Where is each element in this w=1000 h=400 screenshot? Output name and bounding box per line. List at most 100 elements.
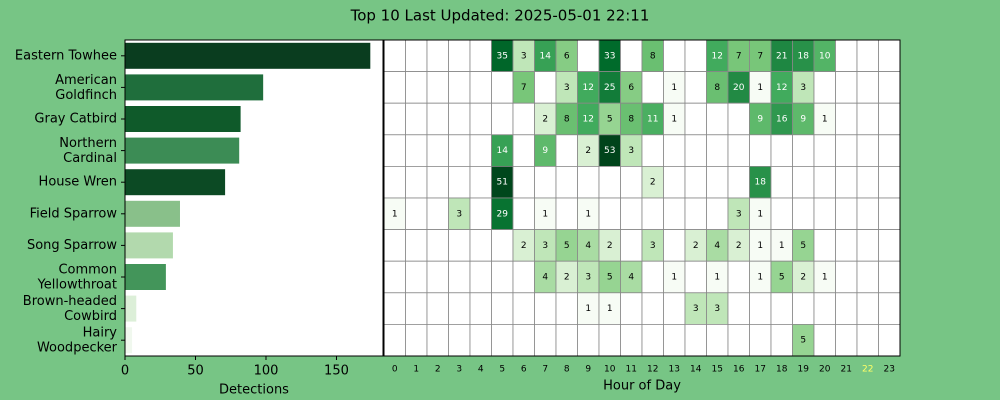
empty-cell (491, 102, 514, 136)
empty-cell (512, 134, 535, 167)
empty-cell (684, 71, 707, 104)
x-tick-label: 15 (712, 365, 723, 375)
cell-label: 11 (647, 115, 658, 125)
x-tick-label: 5 (499, 365, 505, 375)
empty-cell (469, 134, 492, 167)
empty-cell (555, 197, 578, 231)
empty-cell (426, 102, 449, 136)
x-tick-label: 13 (669, 365, 680, 375)
cell-label: 33 (604, 51, 615, 61)
x-tick-label: 17 (755, 365, 766, 375)
empty-cell (684, 134, 707, 167)
empty-cell (856, 292, 879, 325)
empty-cell (641, 260, 664, 294)
cell-label: 2 (542, 115, 548, 125)
empty-cell (727, 165, 750, 199)
cell-label: 3 (650, 241, 656, 251)
bar (125, 327, 133, 354)
cell-label: 5 (800, 241, 806, 251)
bar (125, 200, 180, 227)
x-axis-label: Detections (219, 383, 289, 398)
empty-cell (534, 71, 557, 104)
cell-label: 4 (714, 241, 720, 251)
x-tick-label: 14 (690, 365, 702, 375)
cell-label: 7 (757, 51, 763, 61)
cell-label: 12 (583, 83, 594, 93)
cell-label: 18 (755, 178, 767, 188)
empty-cell (835, 71, 858, 104)
cell-label: 10 (819, 51, 831, 61)
empty-cell (878, 229, 901, 262)
empty-cell (878, 260, 901, 294)
empty-cell (856, 134, 879, 167)
empty-cell (770, 323, 793, 357)
empty-cell (641, 134, 664, 167)
empty-cell (813, 323, 836, 357)
empty-cell (383, 134, 406, 167)
empty-cell (856, 197, 879, 231)
empty-cell (749, 323, 772, 357)
bar (125, 169, 226, 196)
cell-label: 7 (521, 83, 527, 93)
cell-label: 8 (564, 115, 570, 125)
bar (125, 295, 137, 322)
empty-cell (663, 197, 686, 231)
y-tick-label: American Goldfinch (55, 72, 117, 102)
empty-cell (405, 71, 428, 104)
empty-cell (469, 102, 492, 136)
empty-cell (383, 323, 406, 357)
empty-cell (878, 165, 901, 199)
empty-cell (663, 165, 686, 199)
empty-cell (878, 197, 901, 231)
y-tick-label: Song Sparrow (27, 238, 117, 253)
cell-label: 1 (757, 273, 763, 283)
cell-label: 8 (628, 115, 634, 125)
empty-cell (555, 165, 578, 199)
empty-cell (577, 39, 600, 73)
empty-cell (405, 260, 428, 294)
empty-cell (835, 102, 858, 136)
cell-label: 2 (521, 241, 527, 251)
empty-cell (663, 292, 686, 325)
cell-label: 12 (583, 115, 594, 125)
empty-cell (448, 39, 471, 73)
empty-cell (878, 102, 901, 136)
empty-cell (684, 39, 707, 73)
cell-label: 2 (607, 241, 613, 251)
empty-cell (383, 229, 406, 262)
empty-cell (684, 197, 707, 231)
empty-cell (383, 39, 406, 73)
cell-label: 6 (564, 51, 570, 61)
empty-cell (469, 165, 492, 199)
y-tick-label: Field Sparrow (30, 206, 118, 221)
cell-label: 1 (585, 304, 591, 314)
empty-cell (706, 134, 729, 167)
empty-cell (426, 292, 449, 325)
cell-label: 18 (798, 51, 810, 61)
empty-cell (598, 165, 621, 199)
cell-label: 7 (736, 51, 742, 61)
cell-label: 9 (542, 146, 548, 156)
empty-cell (620, 39, 643, 73)
cell-label: 2 (693, 241, 699, 251)
empty-cell (448, 134, 471, 167)
empty-cell (792, 197, 815, 231)
empty-cell (469, 39, 492, 73)
cell-label: 12 (776, 83, 787, 93)
empty-cell (835, 260, 858, 294)
empty-cell (878, 292, 901, 325)
empty-cell (835, 292, 858, 325)
empty-cell (448, 323, 471, 357)
cell-label: 1 (392, 209, 398, 219)
empty-cell (426, 134, 449, 167)
empty-cell (448, 71, 471, 104)
x-tick-label: 10 (604, 365, 616, 375)
empty-cell (534, 323, 557, 357)
cell-label: 5 (564, 241, 570, 251)
cell-label: 3 (693, 304, 699, 314)
x-tick-label: 20 (819, 365, 831, 375)
empty-cell (620, 229, 643, 262)
cell-label: 8 (650, 51, 656, 61)
empty-cell (856, 102, 879, 136)
